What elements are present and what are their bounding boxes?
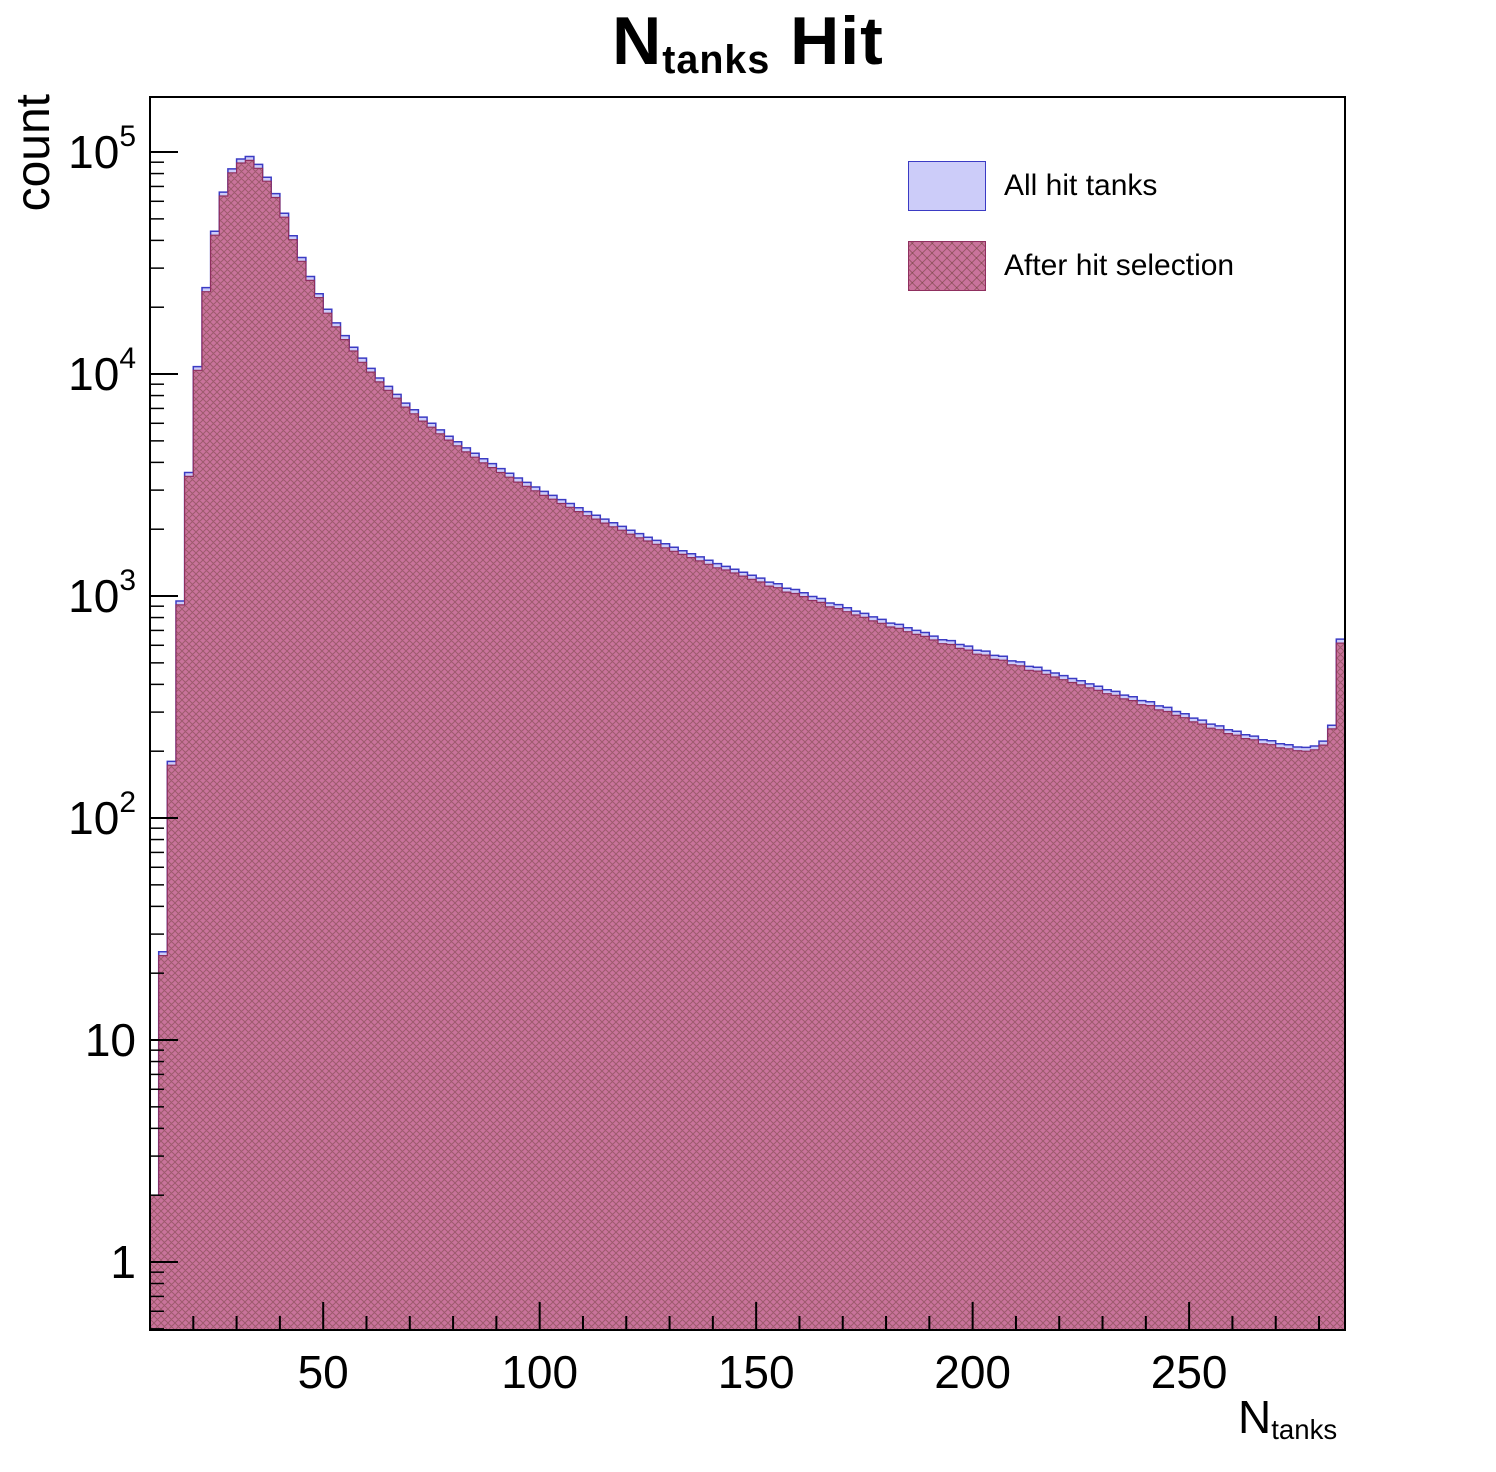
x-axis-tick-label: 200 bbox=[934, 1346, 1011, 1398]
y-axis-tick-label: 102 bbox=[68, 786, 136, 844]
x-axis-tick-label: 100 bbox=[501, 1346, 578, 1398]
legend: All hit tanks After hit selection bbox=[908, 146, 1234, 306]
plot-frame bbox=[149, 96, 1346, 1331]
y-axis-tick-label: 105 bbox=[68, 120, 136, 178]
x-axis-tick-label: 50 bbox=[298, 1346, 349, 1398]
chart-title-main: N bbox=[612, 3, 663, 79]
chart-title: Ntanks Hit bbox=[0, 2, 1496, 82]
after-hit-selection-histogram bbox=[149, 159, 1346, 1331]
x-axis-tick-label: 250 bbox=[1151, 1346, 1228, 1398]
chart-title-subscript: tanks bbox=[662, 37, 771, 82]
legend-item-after-hit-selection: After hit selection bbox=[908, 226, 1234, 306]
chart-title-rest: Hit bbox=[770, 3, 884, 79]
x-axis-tick-label: 150 bbox=[718, 1346, 795, 1398]
legend-item-all-hit-tanks: All hit tanks bbox=[908, 146, 1234, 226]
legend-label-after-hit-selection: After hit selection bbox=[1004, 249, 1235, 282]
y-axis-tick-label: 104 bbox=[68, 342, 136, 400]
y-axis-tick-label: 10 bbox=[85, 1014, 136, 1066]
legend-label-all-hit-tanks: All hit tanks bbox=[1004, 169, 1158, 202]
x-axis-title-main: N bbox=[1238, 1391, 1272, 1443]
legend-swatch-all-hit-tanks bbox=[908, 161, 986, 211]
y-axis-tick-label: 103 bbox=[68, 564, 136, 622]
x-axis-title-subscript: tanks bbox=[1271, 1414, 1338, 1446]
legend-swatch-after-hit-selection bbox=[908, 241, 986, 291]
x-axis-title: Ntanks bbox=[1238, 1390, 1338, 1446]
y-axis-title: count bbox=[7, 94, 60, 212]
y-axis-tick-label: 1 bbox=[110, 1236, 136, 1288]
